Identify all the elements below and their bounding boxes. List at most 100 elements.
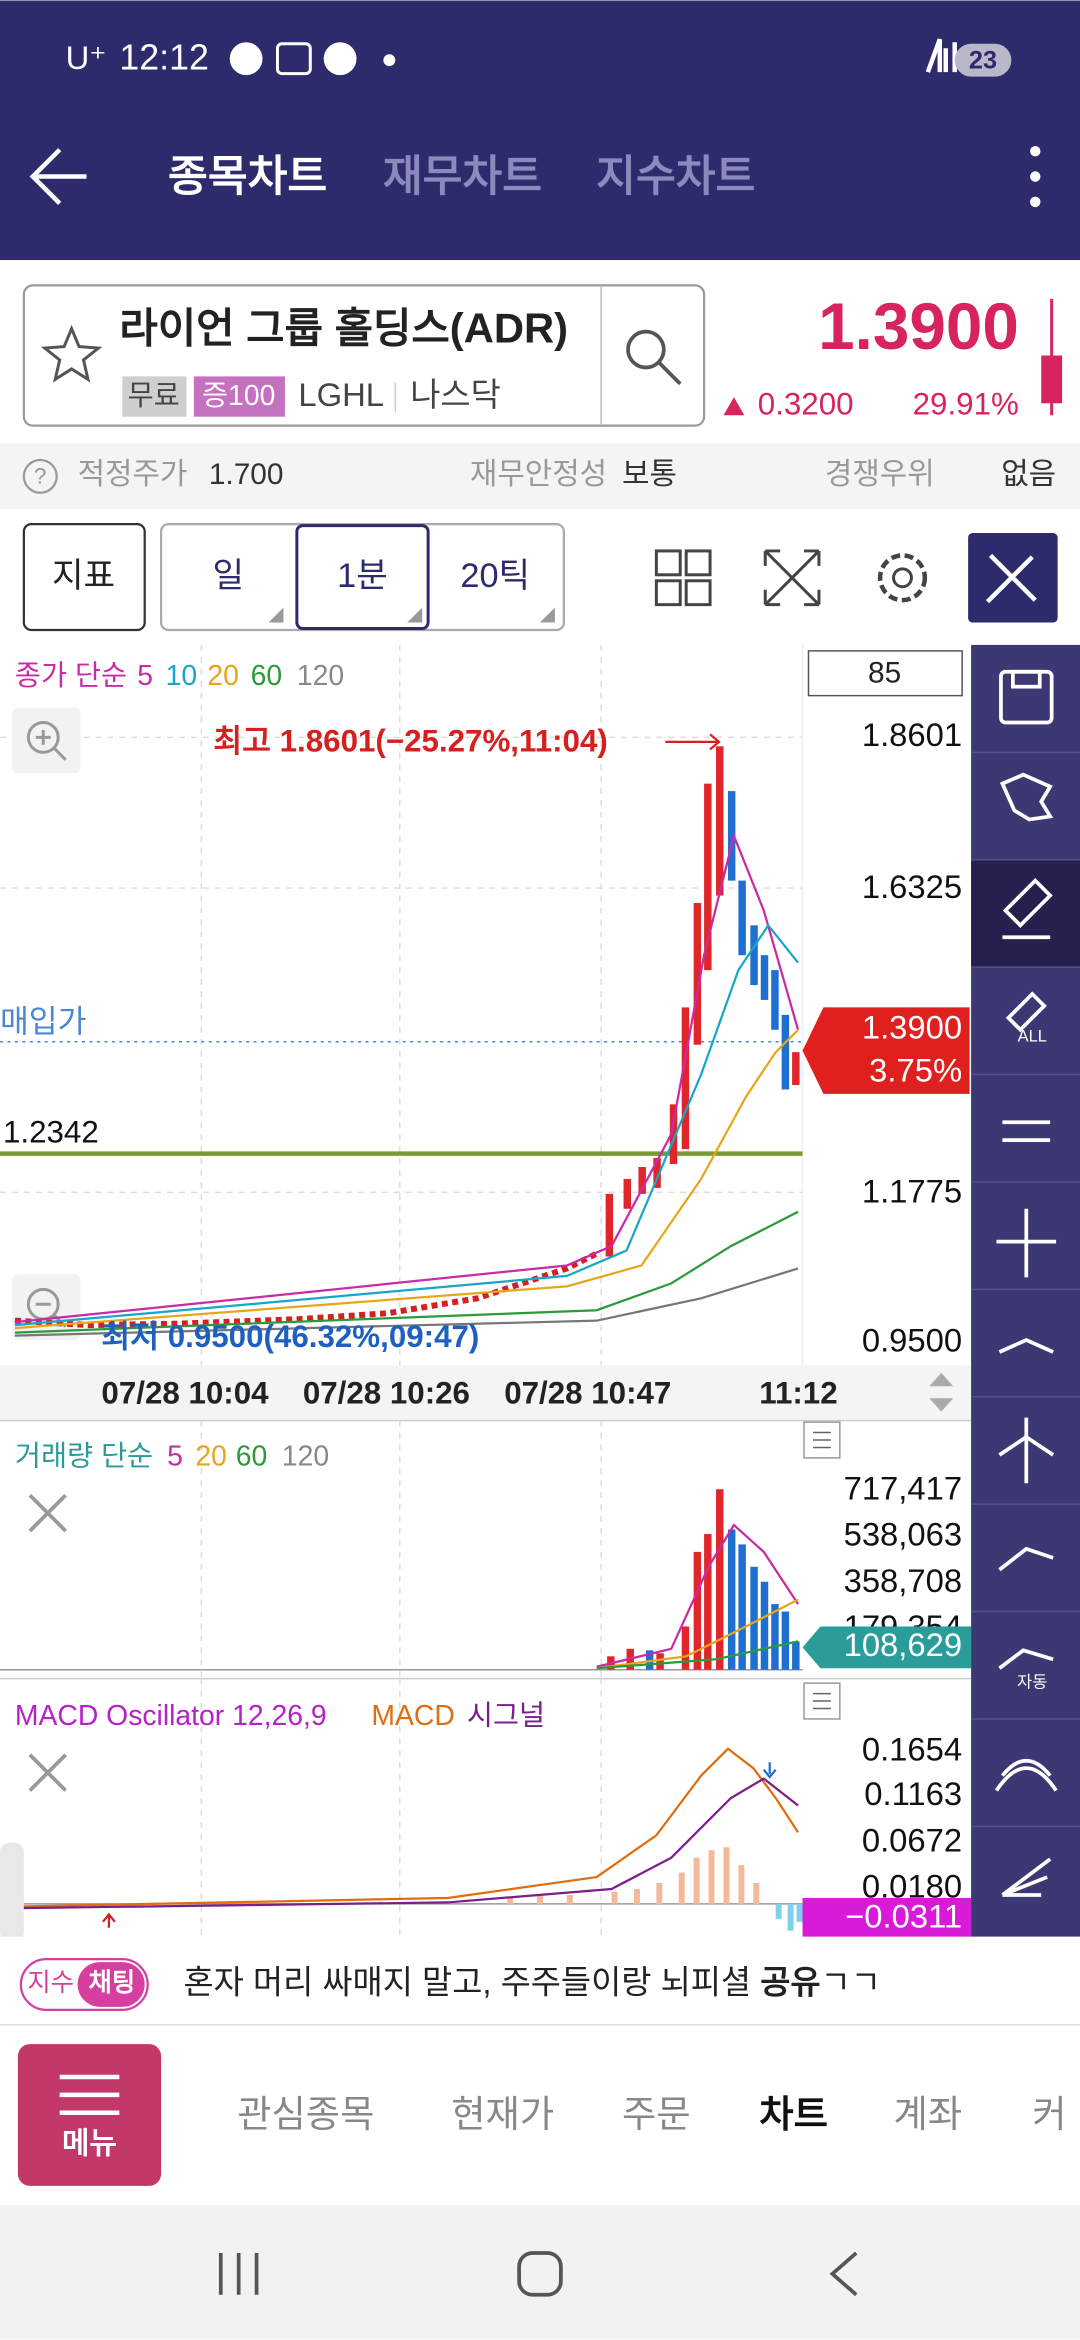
price-change: 0.3200 [758, 387, 854, 422]
mini-candle [1041, 355, 1063, 404]
side-tool-label: 자동 [1017, 1673, 1047, 1691]
y-tick-label: 717,417 [844, 1469, 963, 1506]
badge [122, 376, 187, 417]
ma-legend: 20 [207, 660, 239, 692]
zoom-in[interactable] [11, 707, 81, 774]
nav-item[interactable]: 현재가 [451, 2093, 554, 2135]
x-tick-label: 11:12 [759, 1376, 837, 1411]
line-label: 1.2342 [3, 1114, 99, 1149]
chat-message: 혼자 머리 싸매지 말고, 주주들이랑 뇌피셜 공유ㄱㄱ [183, 1963, 880, 2000]
carrier: U⁺ [66, 39, 107, 76]
x-tick-label: 07/28 10:26 [303, 1376, 470, 1411]
chat-badge-chat: 채팅 [89, 1969, 136, 1997]
panel-menu[interactable] [803, 1682, 841, 1720]
y-tick-label: 0.0672 [862, 1821, 962, 1858]
y-tick-label: 0.1163 [864, 1775, 962, 1812]
count-box[interactable] [807, 650, 963, 697]
side-handle[interactable] [0, 1842, 24, 1942]
low-note: 최저 0.9500(46.32%,09:47) [101, 1319, 479, 1354]
info-label: 경쟁우위 [825, 458, 935, 491]
legend-label: 거래량 단순 [15, 1440, 153, 1472]
price-change-pct: 29.91% [913, 387, 1019, 422]
current-volume-flag [802, 1626, 972, 1669]
volume-bars [0, 1489, 803, 1671]
y-tick-label: 538,063 [844, 1516, 963, 1553]
battery [954, 43, 1012, 77]
home-button[interactable] [517, 2251, 563, 2297]
bottom-nav [0, 2026, 1080, 2206]
ma-legend: 5 [137, 660, 153, 692]
current-price-flag [802, 1007, 970, 1094]
high-note: 최고 1.8601(−25.27%,11:04) [213, 724, 607, 759]
time-axis-bg [0, 1365, 972, 1421]
up-arrow [723, 397, 745, 416]
side-toolbar [971, 644, 1080, 1937]
buy-label: 매입가 [0, 1004, 86, 1039]
badge-text: 증100 [202, 380, 275, 412]
tab[interactable]: 재무차트 [383, 153, 542, 201]
current-volume: 108,629 [844, 1626, 963, 1663]
info-value: 1.700 [209, 458, 284, 491]
current-price-label: 1.3900 [862, 1008, 962, 1045]
chat-bar[interactable] [0, 1936, 1080, 2027]
ma-legend: 60 [251, 660, 283, 692]
badge-text: 무료 [128, 380, 180, 412]
battery-level: 23 [969, 46, 997, 74]
ticker: LGHL [298, 376, 384, 413]
panel-menu[interactable] [803, 1421, 841, 1459]
nav-item[interactable]: 커 [1032, 2093, 1066, 2135]
y-tick-label: 0.9500 [862, 1322, 962, 1359]
info-label: 재무안정성 [470, 458, 607, 491]
favorite-star[interactable] [40, 324, 103, 383]
close-panel[interactable] [28, 1753, 67, 1792]
header-bg [0, 0, 1080, 261]
nav-item[interactable]: 관심종목 [237, 2093, 374, 2135]
badge [193, 376, 285, 417]
x-tick-label: 07/28 10:47 [504, 1376, 671, 1411]
info-value: 없음 [1001, 458, 1056, 491]
signal-icon [925, 38, 957, 73]
ma-legend: 120 [282, 1440, 329, 1472]
layout-button[interactable] [654, 549, 712, 607]
axis-scroll[interactable] [929, 1372, 954, 1412]
back-button[interactable] [29, 148, 87, 205]
macd-legend: MACD [371, 1700, 454, 1732]
tab[interactable]: 종목차트 [168, 153, 327, 201]
indicator-button[interactable] [22, 522, 146, 632]
ma-legend: 5 [167, 1440, 183, 1472]
close-panel[interactable] [28, 1493, 67, 1533]
current-macd-flag [802, 1897, 972, 1937]
tab[interactable]: 지수차트 [596, 153, 755, 201]
signal-legend: 시그널 [467, 1700, 545, 1732]
back-nav-button[interactable] [829, 2251, 858, 2297]
nav-item[interactable]: 계좌 [894, 2093, 963, 2135]
nav-item-active[interactable]: 차트 [759, 2093, 828, 2135]
interval-selected[interactable] [295, 524, 430, 631]
search-button[interactable] [626, 329, 682, 386]
more-menu[interactable] [1030, 145, 1041, 208]
indicator-label: 지표 [52, 557, 115, 595]
status-icon [275, 42, 312, 76]
x-tick-label: 07/28 10:04 [101, 1376, 269, 1411]
info-value: 보통 [622, 458, 677, 491]
ticks-button[interactable]: 20틱 [460, 557, 530, 595]
chat-text: ㄱㄱ [821, 1963, 881, 2000]
interval-button: 1분 [337, 557, 388, 595]
help-icon-text: ? [34, 464, 46, 489]
settings-button[interactable] [877, 553, 928, 603]
chat-text-bold: 공유 [760, 1963, 820, 2000]
count: 85 [868, 657, 901, 690]
nav-item[interactable]: 주문 [622, 2093, 691, 2135]
period-button[interactable]: 일 [212, 557, 244, 595]
fullscreen-button[interactable] [763, 549, 821, 607]
side-tool-icons[interactable] [994, 669, 1058, 1897]
legend-label: 종가 단순 [15, 660, 127, 692]
current-price: 1.3900 [818, 290, 1019, 363]
y-tick-label: 1.6325 [862, 868, 962, 905]
ma-legend: 10 [166, 660, 198, 692]
grid [200, 1678, 602, 1937]
chat-text: 혼자 머리 싸매지 말고, 주주들이랑 뇌피셜 [183, 1963, 760, 2000]
recents-button[interactable] [218, 2252, 259, 2295]
help-icon[interactable] [22, 458, 58, 494]
